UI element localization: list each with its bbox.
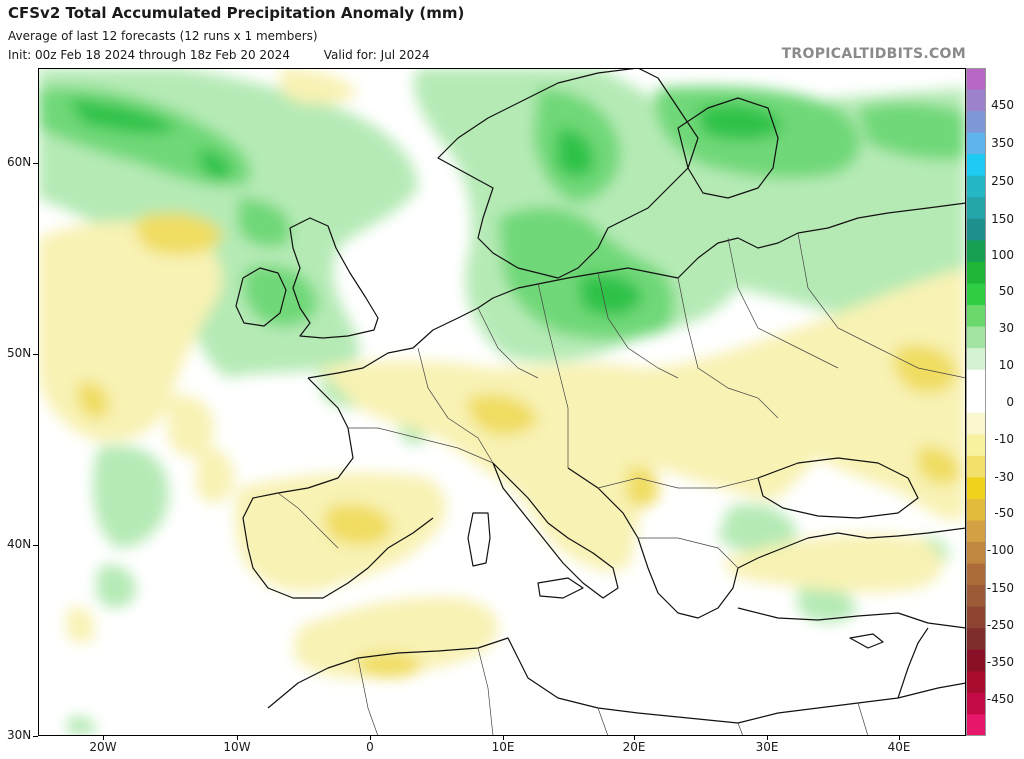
lon-label: 30E — [755, 740, 779, 754]
lon-tick — [103, 736, 104, 740]
colorbar-swatch — [966, 606, 986, 629]
colorbar-label: 0 — [1006, 395, 1014, 409]
lon-label: 40E — [887, 740, 911, 754]
chart-title: CFSv2 Total Accumulated Precipitation An… — [8, 4, 465, 22]
borders — [277, 232, 966, 736]
lon-label: 20E — [622, 740, 646, 754]
colorbar-label: -100 — [987, 543, 1014, 557]
colorbar-swatch — [966, 628, 986, 651]
init-range: Init: 00z Feb 18 2024 through 18z Feb 20… — [8, 48, 290, 62]
colorbar-swatch — [966, 692, 986, 715]
colorbar-swatch — [966, 197, 986, 220]
colorbar-label: -10 — [994, 432, 1014, 446]
colorbar-swatch — [966, 455, 986, 478]
colorbar-label: -150 — [987, 581, 1014, 595]
colorbar-swatch — [966, 240, 986, 263]
colorbar-swatch — [966, 89, 986, 112]
lon-tick — [899, 736, 900, 740]
valid-date: Valid for: Jul 2024 — [323, 48, 430, 62]
colorbar-label: 10 — [999, 358, 1014, 372]
colorbar-swatch — [966, 563, 986, 586]
colorbar-swatch — [966, 714, 986, 736]
colorbar-label: -350 — [987, 655, 1014, 669]
anomaly-map — [38, 68, 966, 736]
coastlines — [235, 68, 966, 724]
lon-tick — [370, 736, 371, 740]
lon-label: 10W — [223, 740, 251, 754]
colorbar: 4503502501501005030100-10-30-50-100-150-… — [966, 68, 1014, 736]
colorbar-label: 50 — [999, 284, 1014, 298]
lat-tick — [33, 354, 38, 355]
lon-label: 20W — [89, 740, 117, 754]
lon-label: 0 — [366, 740, 374, 754]
map-frame — [38, 68, 966, 736]
colorbar-label: 350 — [991, 136, 1014, 150]
colorbar-swatch — [966, 671, 986, 694]
init-line: Init: 00z Feb 18 2024 through 18z Feb 20… — [8, 48, 430, 62]
colorbar-swatch — [966, 498, 986, 522]
colorbar-label: 450 — [991, 98, 1014, 112]
colorbar-swatch — [966, 477, 986, 500]
lat-label: 60N — [7, 155, 32, 169]
lat-tick — [33, 545, 38, 546]
lon-tick — [237, 736, 238, 740]
colorbar-swatch — [966, 369, 986, 392]
colorbar-swatch — [966, 261, 986, 284]
lon-tick — [767, 736, 768, 740]
colorbar-swatch — [966, 283, 986, 306]
colorbar-swatch — [966, 111, 986, 134]
colorbar-swatch — [966, 434, 986, 457]
lat-label: 30N — [7, 728, 32, 742]
colorbar-swatch — [966, 520, 986, 543]
lat-tick — [33, 163, 38, 164]
brand-watermark: TROPICALTIDBITS.COM — [781, 46, 966, 62]
lon-label: 10E — [491, 740, 515, 754]
colorbar-label: 250 — [991, 174, 1014, 188]
colorbar-label: 150 — [991, 212, 1014, 226]
colorbar-swatch — [966, 154, 986, 177]
colorbar-label: -250 — [987, 618, 1014, 632]
colorbar-swatch — [966, 175, 986, 198]
colorbar-swatch — [966, 542, 986, 565]
colorbar-swatch — [966, 305, 986, 328]
colorbar-swatch — [966, 391, 986, 414]
colorbar-swatch — [966, 348, 986, 371]
lat-label: 40N — [7, 537, 32, 551]
colorbar-label: -30 — [994, 470, 1014, 484]
colorbar-label: 30 — [999, 321, 1014, 335]
lat-label: 50N — [7, 346, 32, 360]
lon-tick — [503, 736, 504, 740]
colorbar-swatch — [966, 132, 986, 155]
colorbar-swatch — [966, 412, 986, 435]
colorbar-swatch — [966, 326, 986, 349]
colorbar-swatch — [966, 218, 986, 241]
colorbar-swatch — [966, 585, 986, 608]
lat-tick — [33, 736, 38, 737]
colorbar-label: 100 — [991, 248, 1014, 262]
chart-subtitle: Average of last 12 forecasts (12 runs x … — [8, 29, 318, 43]
colorbar-frame — [966, 68, 986, 736]
colorbar-label: -50 — [994, 506, 1014, 520]
colorbar-swatch — [966, 68, 986, 91]
colorbar-swatch — [966, 649, 986, 672]
colorbar-label: -450 — [987, 692, 1014, 706]
lon-tick — [634, 736, 635, 740]
